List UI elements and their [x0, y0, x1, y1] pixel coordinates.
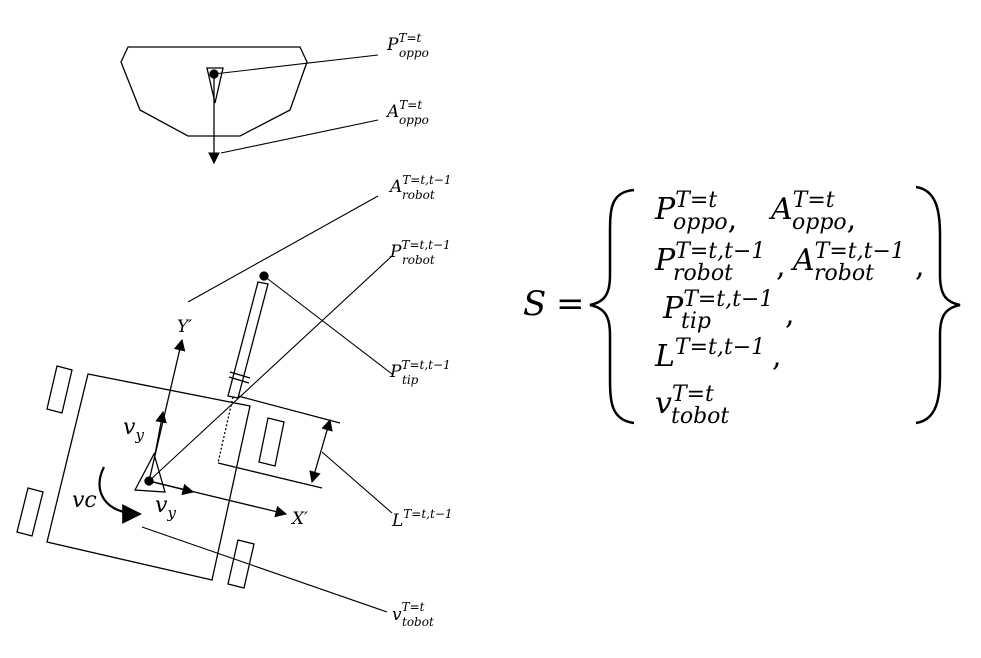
launcher-crossbar: [229, 371, 251, 379]
label-vc: vc: [72, 488, 97, 513]
launcher-barrel: [227, 281, 269, 399]
vy-up-arrow: [153, 410, 167, 461]
opponent-body: [120, 46, 308, 137]
state-equation: S = PT=t oppo, AT=t oppo, PT=t,t−1 robot, A…: [523, 185, 961, 429]
leader-l: [321, 451, 393, 514]
leader-p-oppo: [213, 54, 379, 75]
label-a-oppo: AT=t oppo: [385, 98, 429, 127]
label-p-robot: PT=t,t−1 robot: [389, 238, 451, 267]
dimension-line-top: [237, 395, 341, 424]
own-robot: [16, 271, 341, 589]
wheel-back-right: [227, 539, 255, 589]
label-vy-up: vy: [123, 415, 144, 444]
leader-lines: [141, 54, 393, 613]
eq-p-robot: PT=t,t−1 robot,: [654, 239, 786, 286]
label-p-tip: PT=t,t−1 tip: [389, 358, 451, 387]
opponent-robot: [120, 46, 308, 165]
dimension-line-bottom: [217, 462, 323, 489]
length-dimension-arrow: [309, 418, 333, 484]
eq-p-tip: PT=t,t−1 tip,: [662, 287, 795, 334]
eq-l: LT=t,t−1,: [654, 335, 782, 374]
label-p-oppo: PT=t oppo: [386, 31, 429, 60]
equation-equals: =: [556, 284, 585, 324]
robot-marker-triangle: [133, 452, 166, 493]
label-l: LT=t,t−1: [391, 507, 453, 531]
label-y-axis: Y′: [177, 317, 192, 337]
wheel-back-left: [16, 487, 44, 537]
label-x-axis: X′: [290, 509, 308, 529]
leader-p-robot: [148, 255, 393, 482]
left-brace: [589, 188, 635, 425]
vy-right-arrow: [148, 480, 195, 496]
wheel-front-left: [46, 365, 73, 414]
eq-p-oppo: PT=t oppo,: [654, 188, 737, 237]
leader-a-robot: [187, 195, 379, 303]
leader-p-tip: [263, 275, 393, 375]
label-a-robot: AT=t,t−1 robot: [388, 173, 452, 202]
robot-body: [46, 373, 251, 581]
right-brace: [915, 185, 961, 425]
label-v-tobot: vT=t tobot: [392, 600, 434, 629]
wheel-right: [258, 417, 285, 467]
eq-a-oppo: AT=t oppo,: [768, 188, 856, 237]
eq-v-tobot: vT=t tobot: [655, 382, 729, 429]
eq-a-robot: AT=t,t−1 robot,: [790, 239, 925, 286]
label-vy-right: vy: [155, 493, 176, 522]
leader-v-tobot: [141, 526, 388, 613]
equation-lhs: S: [523, 284, 546, 324]
leader-a-oppo: [220, 119, 379, 154]
opponent-marker-triangle: [206, 67, 224, 104]
rotation-arrow: [98, 466, 142, 524]
launcher-crossbar-2: [228, 376, 250, 384]
launcher-extension: [217, 396, 234, 464]
